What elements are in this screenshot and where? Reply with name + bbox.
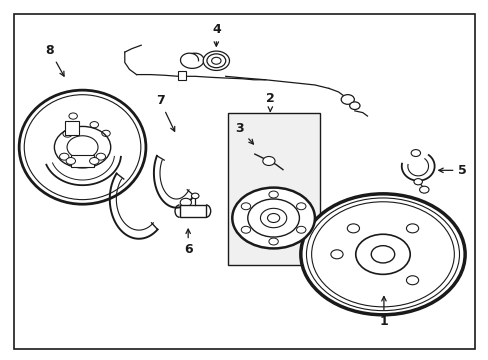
Text: 8: 8 bbox=[45, 44, 64, 76]
Text: 4: 4 bbox=[211, 23, 220, 46]
Circle shape bbox=[346, 224, 359, 233]
Circle shape bbox=[67, 136, 98, 158]
Circle shape bbox=[296, 226, 305, 233]
Text: 5: 5 bbox=[438, 164, 466, 177]
Circle shape bbox=[419, 186, 428, 193]
Circle shape bbox=[349, 102, 359, 109]
Circle shape bbox=[211, 57, 221, 64]
Text: 1: 1 bbox=[379, 297, 387, 328]
Circle shape bbox=[206, 54, 225, 68]
Circle shape bbox=[232, 188, 314, 248]
Circle shape bbox=[66, 158, 75, 165]
Text: 7: 7 bbox=[155, 94, 174, 131]
Bar bbox=[64, 121, 79, 135]
Circle shape bbox=[296, 203, 305, 210]
Circle shape bbox=[406, 224, 418, 233]
Circle shape bbox=[268, 238, 278, 245]
Circle shape bbox=[180, 198, 191, 207]
Circle shape bbox=[370, 246, 394, 263]
Circle shape bbox=[241, 226, 250, 233]
Bar bbox=[227, 113, 319, 265]
Circle shape bbox=[413, 179, 422, 185]
Circle shape bbox=[341, 95, 354, 104]
Circle shape bbox=[191, 193, 199, 199]
Circle shape bbox=[241, 203, 250, 210]
Circle shape bbox=[300, 194, 464, 315]
Text: 2: 2 bbox=[265, 92, 274, 111]
Text: 3: 3 bbox=[235, 122, 253, 144]
Ellipse shape bbox=[19, 90, 145, 204]
Circle shape bbox=[262, 157, 274, 166]
Circle shape bbox=[267, 213, 279, 222]
Circle shape bbox=[89, 158, 99, 165]
Circle shape bbox=[410, 150, 420, 157]
Text: 6: 6 bbox=[183, 229, 192, 256]
Bar bbox=[178, 72, 186, 80]
Circle shape bbox=[203, 51, 229, 71]
Circle shape bbox=[330, 250, 343, 259]
Circle shape bbox=[268, 191, 278, 198]
Bar bbox=[71, 155, 94, 167]
Circle shape bbox=[406, 276, 418, 285]
Bar bbox=[180, 205, 205, 217]
